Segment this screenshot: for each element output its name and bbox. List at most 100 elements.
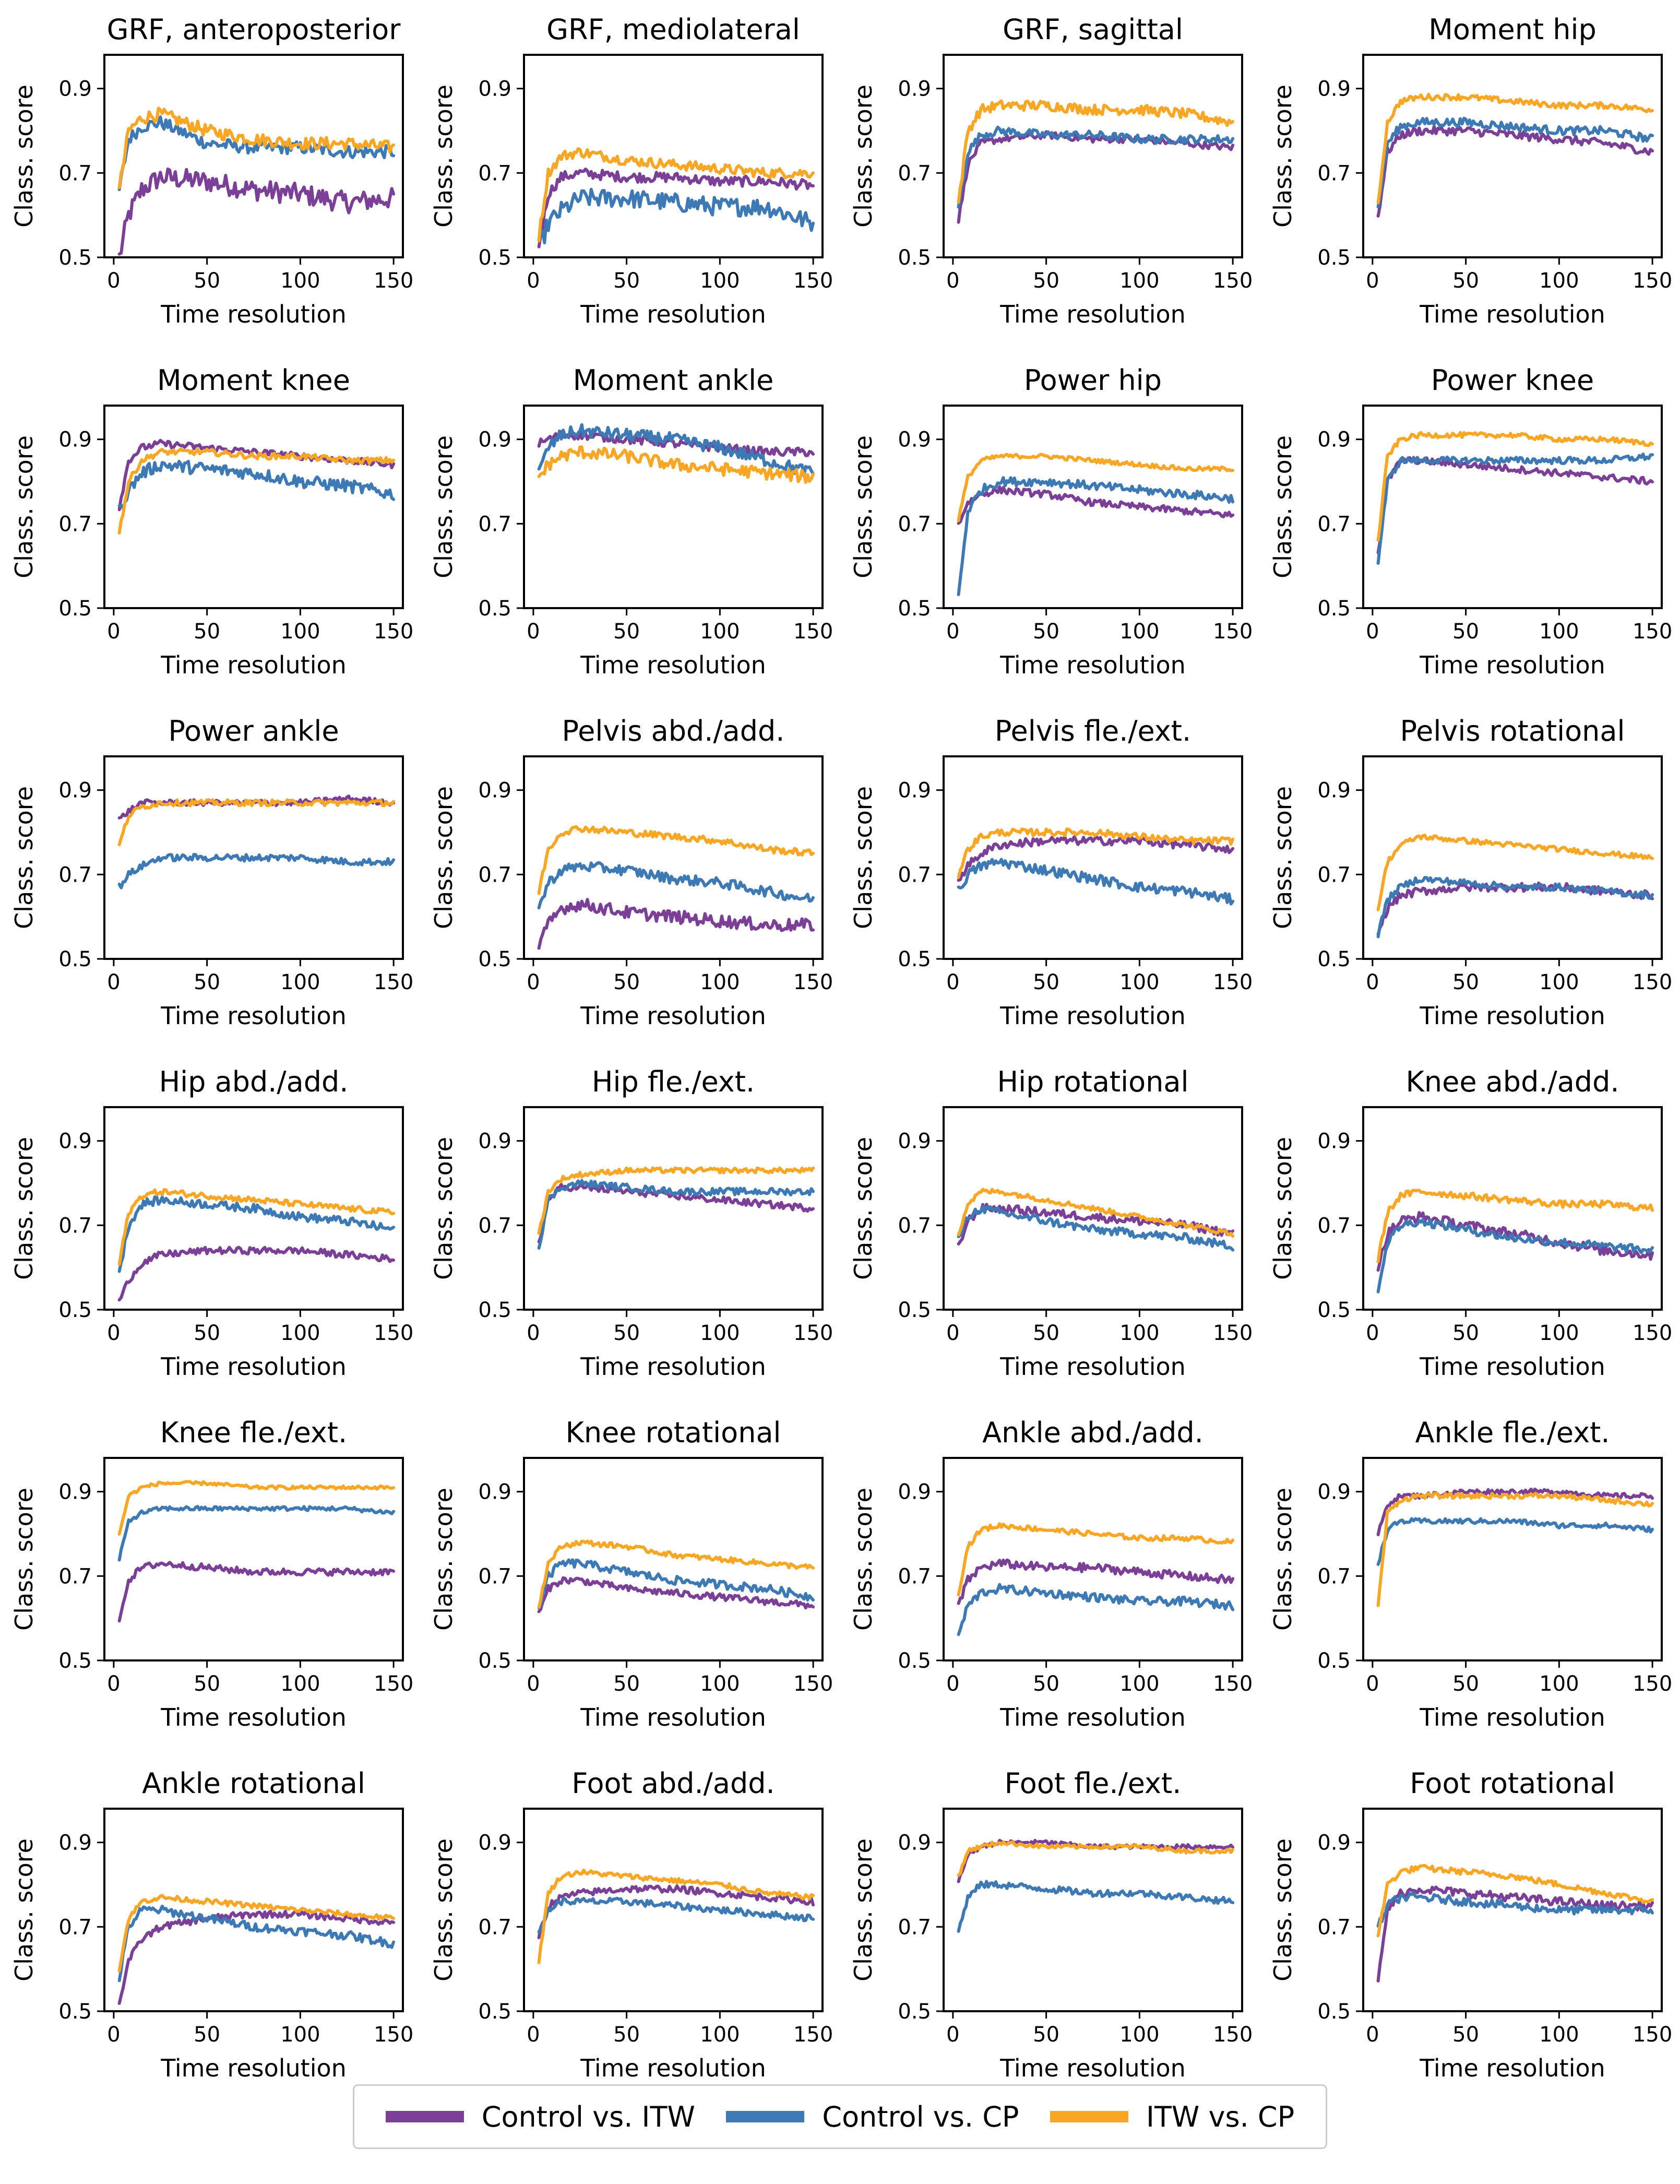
x-tick-label: 100 (280, 1672, 320, 1696)
x-tick-label: 50 (613, 970, 640, 994)
y-axis-label: Class. score (1269, 85, 1297, 228)
series-line-control-vs-cp (1376, 116, 1654, 209)
x-tick-label: 100 (1539, 1672, 1579, 1696)
plot-frame (523, 755, 824, 960)
subplot-title: Knee fle./ext. (160, 1416, 347, 1449)
y-axis-label: Class. score (430, 435, 458, 578)
series-line-control-vs-itw (1376, 456, 1654, 554)
series-line-itw-vs-cp (537, 825, 815, 895)
plot-frame (103, 1457, 404, 1661)
y-tick-label: 0.7 (58, 1214, 92, 1238)
series-line-control-vs-itw (957, 130, 1235, 224)
y-tick-label: 0.9 (1317, 1130, 1351, 1154)
series-line-control-vs-cp (957, 1880, 1235, 1933)
y-axis-label: Class. score (430, 1137, 458, 1280)
series-line-itw-vs-cp (117, 1188, 396, 1266)
subplot-title: Power ankle (168, 715, 339, 747)
series-line-control-vs-itw (537, 168, 815, 248)
x-tick-label: 50 (1452, 269, 1479, 293)
series-line-itw-vs-cp (537, 445, 815, 484)
y-tick-label: 0.9 (1317, 1480, 1351, 1504)
subplot-pelvis-abd-add: 0 50 100 150 0.5 0.7 0.9 Pelvis abd./add. Time r… (430, 715, 833, 1030)
subplot-ankle-abd-add: 0 50 100 150 0.5 0.7 0.9 Ankle abd./add. Time re… (849, 1416, 1253, 1731)
series-line-control-vs-cp (957, 476, 1235, 596)
y-tick-label: 0.9 (58, 1480, 92, 1504)
x-tick-label: 150 (1633, 2023, 1672, 2047)
legend-swatch-control-vs-itw (385, 2111, 464, 2122)
x-tick-label: 150 (1633, 620, 1672, 644)
series-line-control-vs-cp (537, 861, 815, 910)
subplot-grf-anteroposterior: 0 50 100 150 0.5 0.7 0.9 GRF, anteroposterior Ti… (10, 13, 413, 328)
x-tick-label: 100 (1119, 2023, 1159, 2047)
x-tick-label: 0 (1366, 620, 1379, 644)
y-axis-label: Class. score (10, 1137, 38, 1280)
x-tick-label: 100 (1119, 1321, 1159, 1345)
y-tick-label: 0.9 (898, 779, 931, 803)
series-line-control-vs-itw (117, 1245, 396, 1302)
subplot-moment-hip: 0 50 100 150 0.5 0.7 0.9 Moment hip Time resolut… (1269, 13, 1672, 328)
subplot-title: Moment ankle (573, 364, 774, 397)
subplot-moment-ankle: 0 50 100 150 0.5 0.7 0.9 Moment ankle Time resol… (430, 364, 833, 679)
plot-frame (103, 405, 404, 609)
x-axis-label: Time resolution (1419, 300, 1605, 328)
y-tick-label: 0.7 (1317, 161, 1351, 185)
y-tick-label: 0.5 (898, 1649, 931, 1673)
series-line-control-vs-cp (537, 423, 815, 478)
y-tick-label: 0.5 (478, 2000, 511, 2024)
series-line-control-vs-cp (1376, 876, 1654, 939)
x-tick-label: 0 (107, 2023, 120, 2047)
legend: Control vs. ITW Control vs. CP ITW vs. C… (353, 2084, 1327, 2149)
y-tick-label: 0.7 (898, 1915, 931, 1939)
y-axis-label: Class. score (430, 1488, 458, 1631)
y-tick-label: 0.9 (478, 1831, 511, 1855)
y-tick-label: 0.7 (898, 512, 931, 536)
x-tick-label: 150 (374, 269, 413, 293)
series-line-control-vs-itw (1376, 1885, 1654, 1983)
y-tick-label: 0.5 (1317, 597, 1351, 621)
x-tick-label: 100 (1539, 1321, 1579, 1345)
x-tick-label: 150 (793, 970, 833, 994)
y-axis-label: Class. score (10, 1838, 38, 1981)
x-axis-label: Time resolution (160, 2054, 347, 2082)
series-line-control-vs-itw (957, 485, 1235, 525)
series-line-itw-vs-cp (1376, 431, 1654, 542)
series-line-control-vs-itw (537, 898, 815, 950)
subplot-title: Ankle abd./add. (982, 1416, 1204, 1449)
series-line-control-vs-cp (957, 125, 1235, 209)
subplot-title: GRF, anteroposterior (107, 13, 401, 46)
x-tick-label: 0 (946, 1672, 959, 1696)
series-line-control-vs-cp (537, 1179, 815, 1250)
x-tick-label: 100 (700, 269, 740, 293)
subplot-title: Foot rotational (1410, 1767, 1615, 1800)
subplot-ankle-rotational: 0 50 100 150 0.5 0.7 0.9 Ankle rotational Time r… (10, 1767, 413, 2082)
x-tick-label: 50 (1452, 1321, 1479, 1345)
x-tick-label: 150 (793, 269, 833, 293)
x-tick-label: 150 (1213, 620, 1253, 644)
x-tick-label: 150 (1633, 1672, 1672, 1696)
y-axis-label: Class. score (10, 435, 38, 578)
series-line-control-vs-itw (957, 835, 1235, 882)
x-tick-label: 0 (107, 620, 120, 644)
x-axis-label: Time resolution (580, 1352, 766, 1381)
series-line-control-vs-itw (1376, 1210, 1654, 1272)
x-axis-label: Time resolution (1419, 1352, 1605, 1381)
subplot-title: Knee abd./add. (1405, 1065, 1619, 1098)
series-line-control-vs-cp (117, 1505, 396, 1562)
subplot-title: Ankle fle./ext. (1415, 1416, 1610, 1449)
y-tick-label: 0.7 (1317, 512, 1351, 536)
x-tick-label: 50 (1033, 2023, 1059, 2047)
x-tick-label: 150 (374, 2023, 413, 2047)
series-line-control-vs-itw (117, 167, 396, 256)
x-axis-label: Time resolution (580, 1703, 766, 1731)
x-tick-label: 50 (194, 2023, 220, 2047)
plot-frame (523, 1808, 824, 2012)
x-tick-label: 50 (194, 620, 220, 644)
subplot-foot-fle-ext: 0 50 100 150 0.5 0.7 0.9 Foot fle./ext. Time res… (849, 1767, 1253, 2082)
x-tick-label: 0 (1366, 269, 1379, 293)
x-tick-label: 100 (1539, 2023, 1579, 2047)
x-tick-label: 150 (1213, 269, 1253, 293)
y-tick-label: 0.7 (1317, 1915, 1351, 1939)
plot-frame (523, 54, 824, 258)
plot-frame (1362, 54, 1663, 258)
x-tick-label: 50 (1452, 620, 1479, 644)
